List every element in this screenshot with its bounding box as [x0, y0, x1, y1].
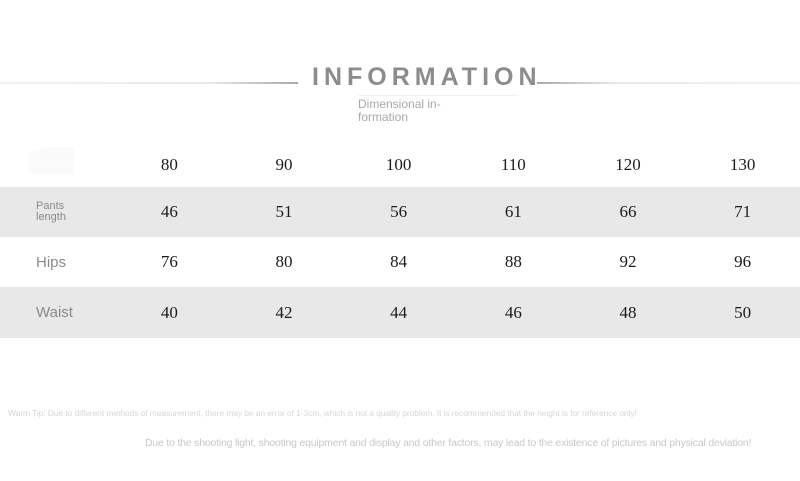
table-cell: 42	[226, 287, 342, 338]
table-cell: 96	[734, 252, 752, 271]
page-subtitle: Dimensional in- formation	[358, 98, 450, 124]
table-cell: 46	[112, 187, 227, 237]
table-cell: 44	[341, 287, 456, 338]
table-cell: 40	[112, 287, 227, 338]
table-cell: 84	[390, 252, 408, 271]
page-title: INFORMATION	[312, 63, 542, 91]
row-label-cell: Hips	[0, 237, 112, 287]
table-cell: 61	[455, 187, 571, 237]
table-cell: 46	[455, 287, 571, 338]
size-table: 80 90 100 110 120 130 Pants length 46 51…	[0, 143, 800, 338]
size-column-header: 90	[275, 155, 293, 174]
size-column-header: 110	[500, 155, 526, 174]
table-cell: 50	[685, 287, 800, 338]
table-cell: 66	[570, 187, 686, 237]
page-subtitle-line2: formation	[358, 110, 409, 124]
table-cell: 88	[504, 252, 522, 271]
table-cell: 76	[160, 252, 178, 271]
warm-tip-note: Warm Tip: Due to different methods of me…	[8, 408, 637, 418]
deviation-note: Due to the shooting light, shooting equi…	[145, 437, 752, 449]
table-cell: 80	[275, 252, 293, 271]
subtitle-faint-line	[358, 95, 518, 96]
row-label: Pants length	[36, 199, 66, 223]
row-label: Waist	[36, 304, 73, 321]
table-cell: 71	[685, 187, 800, 237]
table-cell: 51	[226, 187, 342, 237]
size-column-header: 120	[615, 155, 641, 174]
size-column-header: 80	[160, 155, 178, 174]
row-label-cell: Pants length	[0, 187, 112, 237]
page-subtitle-line1: Dimensional in-	[358, 97, 441, 111]
table-cell: 92	[619, 252, 637, 271]
title-divider-left	[0, 82, 298, 84]
row-label: Hips	[36, 253, 67, 271]
size-table-corner-cell	[0, 143, 112, 187]
table-cell: 48	[570, 287, 686, 338]
title-divider-right	[537, 82, 800, 84]
row-label-cell: Waist	[0, 287, 112, 338]
table-cell: 56	[341, 187, 456, 237]
faded-corner-label-artifact	[28, 147, 74, 175]
size-column-header: 130	[729, 155, 756, 174]
size-column-header: 100	[385, 155, 412, 174]
